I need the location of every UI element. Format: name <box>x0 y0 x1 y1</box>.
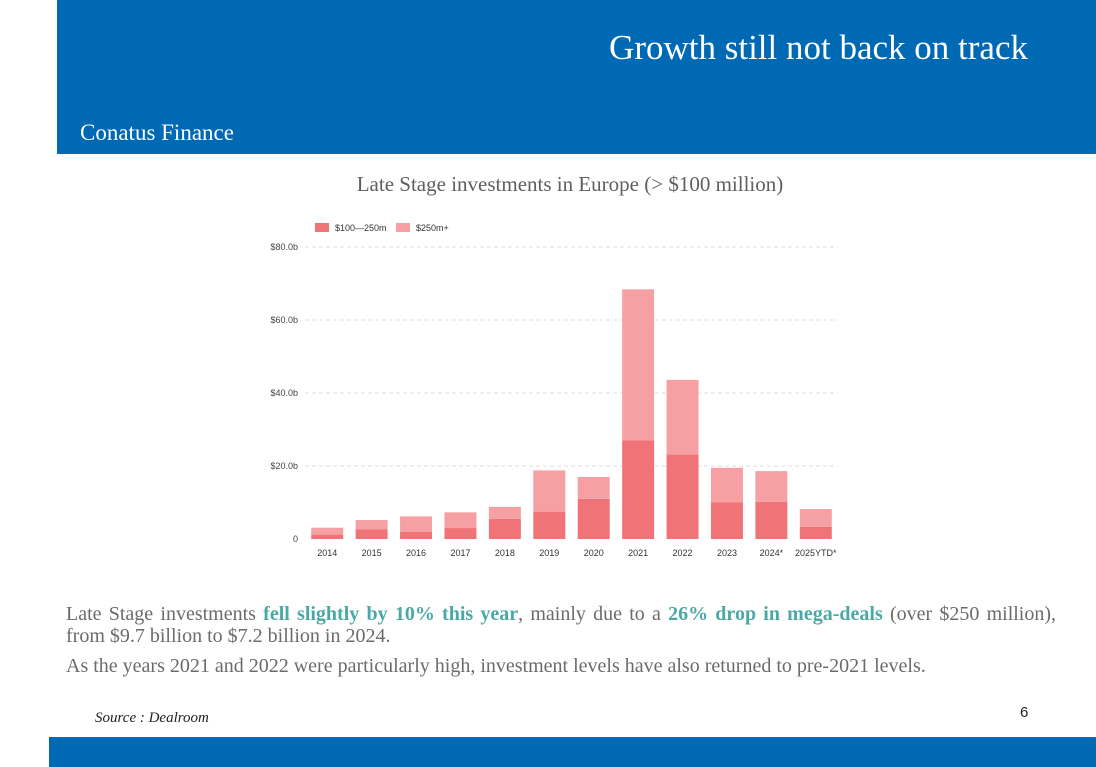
bar-segment-small <box>710 502 743 539</box>
y-tick-label: $20.0b <box>270 461 298 471</box>
page-number: 6 <box>1020 704 1029 721</box>
x-tick-label: 2018 <box>495 548 515 558</box>
brand-name: Conatus Finance <box>80 120 234 145</box>
bar-segment-small <box>622 440 655 539</box>
x-tick-label: 2019 <box>539 548 559 558</box>
paragraph-2: As the years 2021 and 2022 were particul… <box>66 655 926 677</box>
legend-swatch <box>396 223 410 232</box>
p1-part3: (over $250 million), from $9.7 billion t… <box>66 603 1057 647</box>
x-tick-label: 2022 <box>673 548 693 558</box>
highlight-mega-deals-drop: 26% drop in mega-deals <box>668 603 883 625</box>
x-tick-label: 2025YTD* <box>795 548 837 558</box>
x-tick-label: 2016 <box>406 548 426 558</box>
x-tick-label: 2014 <box>317 548 337 558</box>
bar-segment-mega <box>488 506 521 519</box>
bar-segment-small <box>533 511 566 539</box>
bar-segment-small <box>444 528 477 539</box>
x-tick-label: 2017 <box>450 548 470 558</box>
bar-segment-mega <box>799 509 832 527</box>
y-tick-label: $40.0b <box>270 388 298 398</box>
highlight-fell-slightly: fell slightly by 10% this year <box>263 603 519 625</box>
p1-part2: , mainly due to a <box>518 603 669 625</box>
y-tick-label: $80.0b <box>270 242 298 252</box>
bar-segment-mega <box>577 476 610 499</box>
legend-label: $250m+ <box>416 223 449 233</box>
slide-title: Growth still not back on track <box>609 28 1028 67</box>
body-text: Late Stage investments fell slightly by … <box>66 603 1056 685</box>
bar-segment-mega <box>710 467 743 503</box>
bar-segment-small <box>799 526 832 539</box>
source-note: Source : Dealroom <box>95 710 209 726</box>
legend-swatch <box>315 223 329 232</box>
bar-segment-mega <box>311 527 344 535</box>
p1-part1: Late Stage investments <box>66 603 264 625</box>
bar-chart-svg: 0 $20.0b $40.0b $60.0b $80.0b 2014 2015 2016 201… <box>270 223 838 558</box>
bar-segment-mega <box>533 470 566 512</box>
bar-segment-small <box>488 518 521 539</box>
bar-segment-small <box>311 534 344 539</box>
x-tick-label: 2024* <box>760 548 784 558</box>
footer-bar <box>49 737 1096 767</box>
x-tick-label: 2021 <box>628 548 648 558</box>
bar-segment-small <box>755 501 788 539</box>
y-tick-label: $60.0b <box>270 315 298 325</box>
x-tick-label: 2023 <box>717 548 737 558</box>
bar-segment-mega <box>444 512 477 529</box>
chart: 0 $20.0b $40.0b $60.0b $80.0b 2014 2015 2016 201… <box>260 210 850 570</box>
bar-segment-small <box>666 454 699 539</box>
paragraph-1: Late Stage investments fell slightly by … <box>66 603 1056 647</box>
bar-segment-mega <box>755 471 788 502</box>
chart-title: Late Stage investments in Europe (> $100… <box>356 172 784 196</box>
x-tick-label: 2020 <box>584 548 604 558</box>
legend-label: $100—250m <box>335 223 387 233</box>
bar-segment-mega <box>622 289 655 441</box>
header-bar: Growth still not back on track Conatus F… <box>57 0 1096 154</box>
bar-segment-mega <box>666 379 699 455</box>
y-tick-label: 0 <box>293 534 298 544</box>
bar-segment-small <box>400 531 433 539</box>
bar-segment-small <box>577 498 610 539</box>
x-tick-label: 2015 <box>362 548 382 558</box>
bar-segment-small <box>355 529 388 539</box>
bar-segment-mega <box>400 516 433 532</box>
bar-segment-mega <box>355 520 388 530</box>
